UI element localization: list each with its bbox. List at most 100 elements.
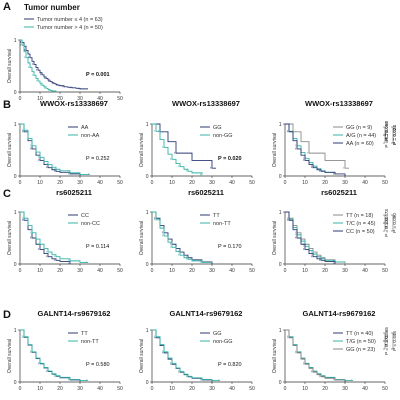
y-tick-label: 0 bbox=[14, 380, 17, 386]
survival-curve-1 bbox=[285, 211, 345, 263]
x-tick-label: 0 bbox=[284, 268, 287, 274]
legend-label: Tumor number > 4 (n = 50) bbox=[37, 25, 103, 31]
x-tick-label: 10 bbox=[37, 180, 43, 186]
legend-label: GG bbox=[213, 125, 222, 131]
x-tick-label: 50 bbox=[117, 268, 123, 274]
survival-curve-0 bbox=[285, 329, 346, 382]
x-tick-label: 20 bbox=[57, 268, 63, 274]
comparison-bracket bbox=[391, 332, 394, 350]
x-tick-label: 0 bbox=[19, 180, 22, 186]
x-tick-label: 0 bbox=[284, 386, 287, 392]
x-tick-label: 0 bbox=[19, 96, 22, 102]
x-tick-label: 0 bbox=[151, 180, 154, 186]
survival-curve-2 bbox=[285, 329, 345, 381]
survival-curve-1 bbox=[152, 329, 220, 381]
x-tick-label: 30 bbox=[209, 180, 215, 186]
legend-label: GG (n = 23) bbox=[346, 347, 375, 353]
legend-label: AA (n = 60) bbox=[346, 141, 374, 147]
x-tick-label: 0 bbox=[19, 268, 22, 274]
x-tick-label: 20 bbox=[322, 386, 328, 392]
chart-title: WWOX-rs13338697 bbox=[40, 99, 108, 108]
chart-title: GALNT14-rs9679162 bbox=[303, 309, 376, 318]
x-tick-label: 20 bbox=[57, 96, 63, 102]
y-axis-label: Overall survival bbox=[272, 221, 278, 255]
x-tick-label: 0 bbox=[19, 386, 22, 392]
y-tick-label: 1 bbox=[279, 122, 282, 128]
bracket-p-label: P = 0.72 bbox=[384, 130, 389, 148]
x-tick-label: 50 bbox=[249, 180, 255, 186]
x-tick-label: 30 bbox=[77, 268, 83, 274]
y-tick-label: 1 bbox=[146, 328, 149, 334]
chart-title: WWOX-rs13338697 bbox=[172, 99, 240, 108]
survival-curve-1 bbox=[20, 123, 90, 175]
survival-curve-1 bbox=[152, 211, 212, 263]
legend-label: GG (n = 9) bbox=[346, 125, 372, 131]
x-tick-label: 40 bbox=[229, 268, 235, 274]
x-tick-label: 0 bbox=[151, 268, 154, 274]
x-tick-label: 30 bbox=[77, 180, 83, 186]
y-tick-label: 1 bbox=[146, 210, 149, 216]
bracket-p-label: P = 0.024 bbox=[392, 125, 397, 145]
p-value-label: P = 0.580 bbox=[86, 362, 110, 368]
x-tick-label: 0 bbox=[151, 386, 154, 392]
x-tick-label: 10 bbox=[302, 268, 308, 274]
x-tick-label: 40 bbox=[229, 180, 235, 186]
p-value-label: P = 0.020 bbox=[218, 156, 242, 162]
y-axis-label: Overall survival bbox=[7, 221, 13, 255]
legend-label: T/C (n = 45) bbox=[346, 221, 376, 227]
p-value-label: P = 0.114 bbox=[86, 244, 109, 250]
legend-label: TT bbox=[213, 213, 220, 219]
legend-label: non-GG bbox=[213, 133, 233, 139]
bracket-p-label: P = 0.058 bbox=[384, 121, 389, 141]
x-tick-label: 40 bbox=[362, 180, 368, 186]
chart-title: WWOX-rs13338697 bbox=[305, 99, 373, 108]
y-axis-label: Overall survival bbox=[272, 133, 278, 167]
survival-curve-0 bbox=[20, 123, 81, 176]
x-tick-label: 30 bbox=[342, 386, 348, 392]
legend-label: T/G (n = 50) bbox=[346, 339, 376, 345]
y-axis-label: Overall survival bbox=[139, 133, 145, 167]
x-tick-label: 20 bbox=[189, 268, 195, 274]
y-tick-label: 0 bbox=[14, 262, 17, 268]
y-axis-label: Overall survival bbox=[7, 49, 13, 83]
legend-label: TT (n = 18) bbox=[346, 213, 373, 219]
x-tick-label: 30 bbox=[77, 96, 83, 102]
survival-curve-1 bbox=[20, 39, 57, 92]
panel-letter: D bbox=[3, 309, 11, 321]
y-tick-label: 1 bbox=[14, 328, 17, 334]
comparison-bracket bbox=[391, 214, 394, 232]
x-tick-label: 20 bbox=[189, 180, 195, 186]
x-tick-label: 20 bbox=[322, 268, 328, 274]
x-tick-label: 40 bbox=[362, 386, 368, 392]
survival-curve-0 bbox=[152, 329, 213, 382]
y-tick-label: 1 bbox=[14, 210, 17, 216]
chart-title: GALNT14-rs9679162 bbox=[38, 309, 111, 318]
legend-label: AA bbox=[81, 125, 89, 131]
legend-label: non-GG bbox=[213, 339, 233, 345]
x-tick-label: 50 bbox=[117, 386, 123, 392]
legend-label: CC (n = 50) bbox=[346, 229, 375, 235]
x-tick-label: 10 bbox=[169, 180, 175, 186]
x-tick-label: 50 bbox=[382, 386, 388, 392]
chart-title: Tumor number bbox=[24, 3, 80, 12]
x-tick-label: 40 bbox=[97, 96, 103, 102]
x-tick-label: 30 bbox=[342, 180, 348, 186]
p-value-label: P = 0.170 bbox=[218, 244, 242, 250]
survival-curve-0 bbox=[20, 329, 81, 382]
p-value-label: P = 0.820 bbox=[218, 362, 242, 368]
comparison-bracket bbox=[391, 126, 394, 144]
x-tick-label: 20 bbox=[189, 386, 195, 392]
legend-label: A/G (n = 44) bbox=[346, 133, 376, 139]
survival-curve-1 bbox=[20, 329, 88, 381]
x-tick-label: 50 bbox=[382, 268, 388, 274]
survival-curve-0 bbox=[152, 123, 216, 169]
y-axis-label: Overall survival bbox=[139, 339, 145, 373]
y-tick-label: 1 bbox=[279, 328, 282, 334]
y-axis-label: Overall survival bbox=[272, 339, 278, 373]
legend-label: non-TT bbox=[81, 339, 99, 345]
y-tick-label: 0 bbox=[14, 174, 17, 180]
